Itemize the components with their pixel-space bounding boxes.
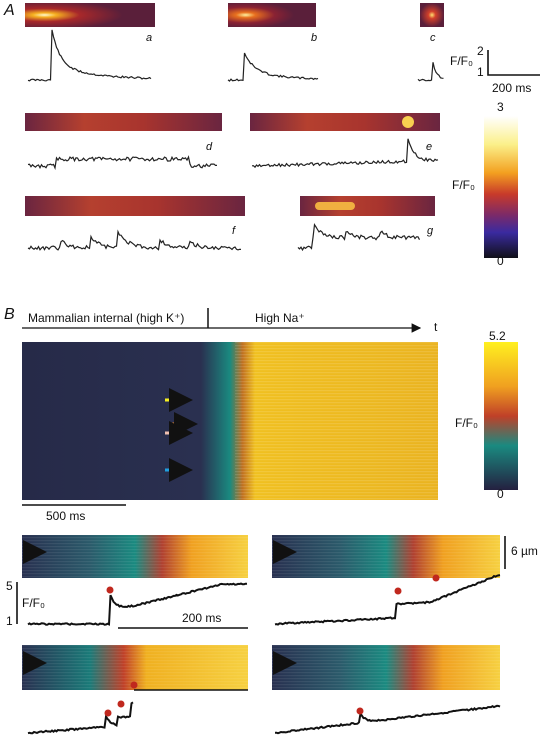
hotspot [402, 116, 414, 128]
image-c [420, 3, 444, 27]
trace [27, 29, 152, 82]
image-a [25, 3, 155, 27]
condition-label: Mammalian internal (high K⁺) [28, 311, 184, 325]
traces [27, 29, 501, 735]
image-d [25, 113, 222, 131]
image-label: e [426, 141, 432, 153]
trace [275, 704, 501, 735]
image-texture [22, 535, 500, 690]
trace [227, 52, 319, 82]
colorbar-label: 0 [497, 254, 504, 268]
trace [27, 582, 248, 626]
event-marker [117, 700, 125, 708]
panel-label: B [4, 306, 15, 323]
colorbar-label: F/F₀ [455, 416, 478, 430]
scale-label: 2 [477, 44, 484, 58]
event-marker [432, 574, 440, 582]
trace [27, 229, 242, 251]
colorbar-label: 0 [497, 487, 504, 501]
scale-label: F/F₀ [450, 54, 473, 68]
colorbar-label: 5.2 [489, 329, 506, 343]
colorbar [484, 342, 518, 490]
trace [27, 701, 134, 735]
image-label: d [206, 141, 213, 153]
time-label: t [434, 320, 438, 334]
image-label: g [427, 225, 434, 237]
scale-label: 6 µm [511, 544, 538, 558]
colorbar-label: 3 [497, 100, 504, 114]
arrows [165, 388, 198, 482]
scale-bar [487, 50, 540, 76]
colorbar-label: F/F₀ [452, 178, 475, 192]
image-label: b [311, 32, 317, 44]
event-marker [356, 707, 364, 715]
scale-label: 200 ms [182, 611, 221, 625]
image-label: f [232, 225, 236, 237]
image-e [250, 113, 440, 131]
condition-label: High Na⁺ [255, 311, 305, 325]
image-b [228, 3, 316, 27]
hotspot [315, 202, 355, 210]
colorbar [484, 116, 518, 258]
scale-label: 1 [477, 65, 484, 79]
scale-label: F/F₀ [22, 596, 45, 610]
trace [251, 138, 439, 169]
scale-label: 5 [6, 579, 13, 593]
panel-label: A [3, 2, 15, 19]
event-marker [394, 587, 402, 595]
image-f [25, 196, 245, 216]
event-markers [104, 574, 440, 717]
trace [297, 222, 421, 252]
image-label: a [146, 32, 152, 44]
event-marker [130, 681, 138, 689]
event-marker [104, 709, 112, 717]
trace [417, 62, 444, 82]
trace [274, 574, 501, 626]
image-g [300, 196, 435, 216]
scale-label: 1 [6, 614, 13, 628]
trace [27, 155, 217, 171]
scale-label: 200 ms [492, 81, 531, 95]
image-label: c [430, 32, 436, 44]
scale-label: 500 ms [46, 509, 85, 523]
image-texture [235, 342, 438, 500]
event-marker [106, 586, 114, 594]
